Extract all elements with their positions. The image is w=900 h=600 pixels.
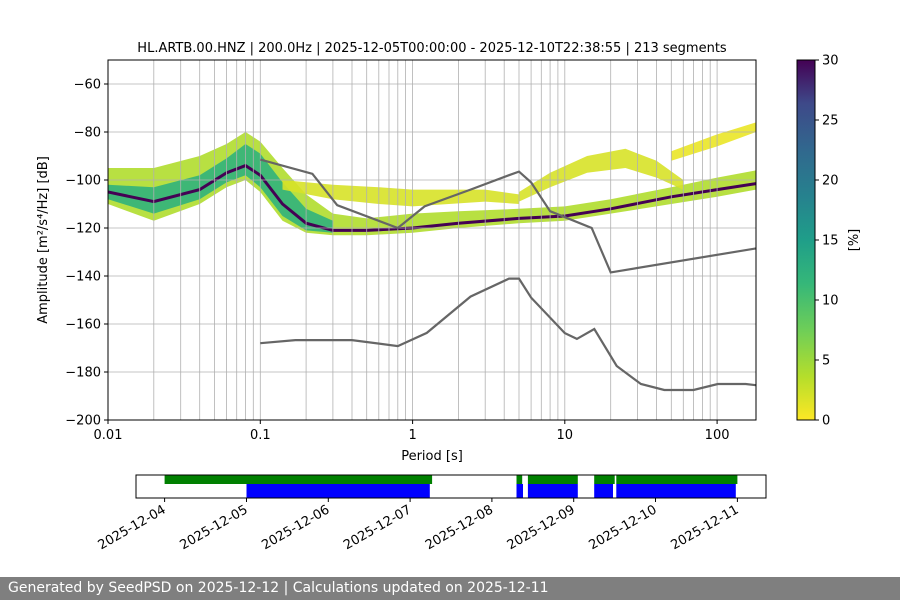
chart-title: HL.ARTB.00.HNZ | 200.0Hz | 2025-12-05T00… — [137, 41, 727, 56]
psd-band-upper — [282, 180, 519, 207]
x-axis-ticks: 0.01 0.1 1 10 100 — [94, 420, 730, 443]
data-availability-timeline: 2025-12-04 2025-12-05 2025-12-06 2025-12-07… — [96, 474, 767, 553]
noise-models — [260, 158, 756, 392]
timeline-segment-blue — [325, 484, 329, 498]
colorbar-tick-label: 15 — [822, 234, 839, 249]
psd-band-hump — [519, 148, 684, 202]
x-tick-label: 1 — [408, 428, 416, 443]
y-tick-label: −80 — [74, 126, 101, 141]
timeline-segment-blue — [527, 484, 578, 498]
y-axis-label: Amplitude [m²/s⁴/Hz] [dB] — [36, 156, 51, 324]
psd-band-top — [671, 122, 756, 161]
x-tick-label: 100 — [705, 428, 730, 443]
x-tick-label: 10 — [557, 428, 574, 443]
timeline-date-label: 2025-12-09 — [505, 502, 578, 553]
psd-figure: 0.01 0.1 1 10 100 −200−180−160−140−120−100−8… — [36, 41, 862, 553]
colorbar-gradient — [796, 59, 816, 421]
timeline-date-label: 2025-12-05 — [178, 502, 251, 553]
colorbar: 0 5 10 15 20 25 30 [%] — [796, 54, 862, 429]
timeline-segment-green — [594, 475, 615, 484]
y-tick-label: −200 — [65, 414, 101, 429]
colorbar-tick-label: 25 — [822, 114, 839, 129]
timeline-segment-green — [616, 475, 738, 484]
timeline-segment-green — [516, 475, 523, 484]
timeline-bars — [164, 475, 738, 498]
footer-text: Generated by SeedPSD on 2025-12-12 | Cal… — [8, 580, 549, 596]
timeline-date-label: 2025-12-04 — [96, 502, 169, 553]
grid — [107, 60, 756, 421]
y-tick-label: −120 — [65, 222, 101, 237]
timeline-date-label: 2025-12-07 — [341, 502, 414, 553]
y-tick-label: −180 — [65, 366, 101, 381]
colorbar-tick-label: 5 — [822, 354, 830, 369]
psd-mode-line — [108, 163, 756, 232]
timeline-segment-blue — [516, 484, 523, 498]
plot-area-frame — [107, 59, 757, 421]
x-axis-label: Period [s] — [401, 449, 463, 464]
noise-model-nhnm — [260, 158, 756, 274]
timeline-frame — [135, 474, 767, 499]
psd-heatmap — [108, 122, 756, 236]
timeline-segment-green — [164, 475, 433, 484]
colorbar-tick-label: 30 — [822, 54, 839, 69]
y-tick-label: −60 — [74, 78, 101, 93]
y-tick-label: −100 — [65, 174, 101, 189]
y-tick-label: −140 — [65, 270, 101, 285]
timeline-date-label: 2025-12-06 — [259, 502, 332, 553]
colorbar-ticks: 0 5 10 15 20 25 30 — [815, 54, 839, 429]
noise-model-nlnm — [260, 277, 756, 392]
colorbar-label: [%] — [847, 229, 862, 252]
timeline-segment-blue — [246, 484, 430, 498]
x-tick-label: 0.01 — [94, 428, 123, 443]
y-axis-ticks: −200 −180 −160 −140 −120 −100 −80 −60 — [65, 78, 108, 429]
x-tick-label: 0.1 — [250, 428, 271, 443]
colorbar-tick-label: 0 — [822, 414, 830, 429]
y-tick-label: −160 — [65, 318, 101, 333]
colorbar-tick-label: 20 — [822, 174, 839, 189]
psd-band-main — [108, 132, 756, 236]
timeline-date-ticks: 2025-12-04 2025-12-05 2025-12-06 2025-12-07… — [96, 498, 741, 553]
timeline-segment-blue — [594, 484, 613, 498]
footer-bar: Generated by SeedPSD on 2025-12-12 | Cal… — [0, 577, 900, 600]
timeline-date-label: 2025-12-10 — [587, 502, 660, 553]
timeline-segment-green — [527, 475, 578, 484]
timeline-date-label: 2025-12-08 — [423, 502, 496, 553]
timeline-date-label: 2025-12-11 — [668, 502, 741, 553]
colorbar-tick-label: 10 — [822, 294, 839, 309]
timeline-segment-blue — [616, 484, 736, 498]
